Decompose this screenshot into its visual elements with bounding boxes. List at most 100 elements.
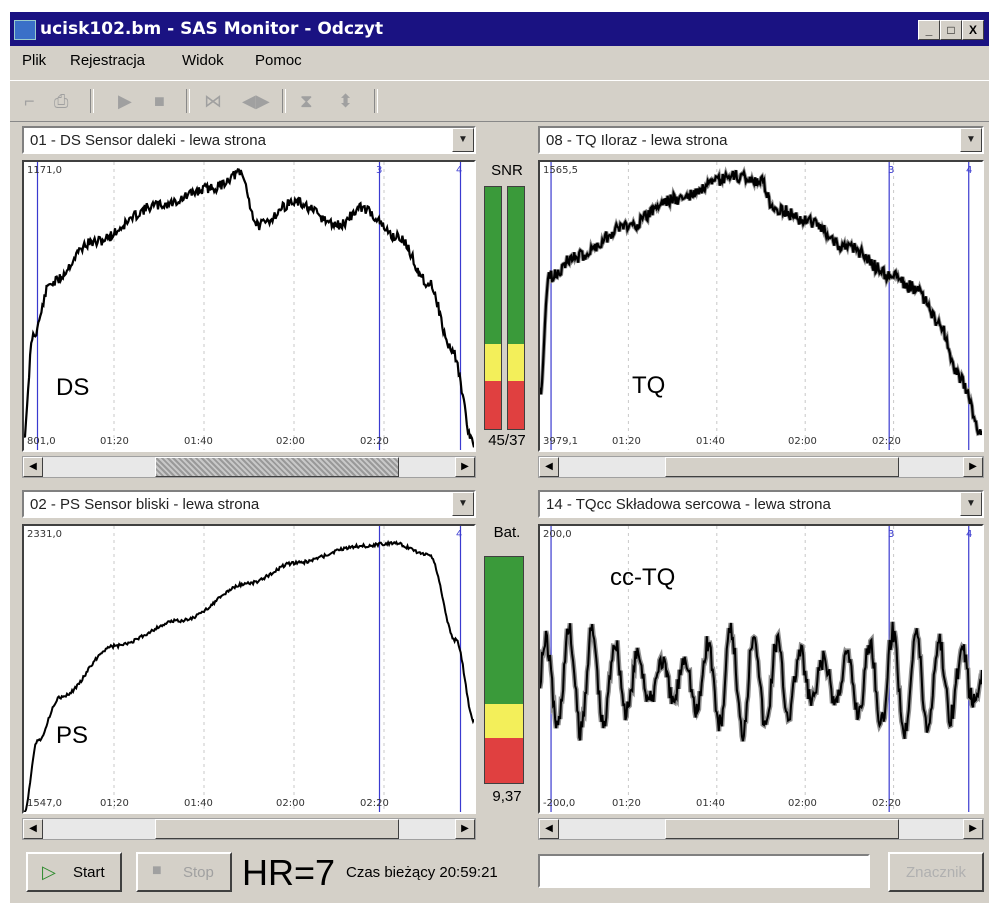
collapse-vertical-icon[interactable]: ⧗	[300, 91, 313, 111]
channel-ds-plot[interactable]: 1171,0 801,0 01:20 01:40 02:00 02:20 3 4…	[22, 160, 476, 452]
x-tick-label: 02:00	[276, 798, 305, 809]
toolbar: ⌐ ⎙ ▶ ■ ⋈ ◀▶ ⧗ ⬍	[10, 80, 989, 122]
menu-rejestracja[interactable]: Rejestracja	[70, 52, 146, 69]
marker-button[interactable]: Znacznik	[888, 852, 984, 892]
scroll-left-icon[interactable]: ◀	[539, 457, 559, 477]
meter-yellow-segment	[485, 344, 501, 381]
channel-ds-select[interactable]: 01 - DS Sensor daleki - lewa strona ▼	[22, 126, 476, 154]
chevron-down-icon[interactable]: ▼	[452, 128, 474, 152]
scroll-left-icon[interactable]: ◀	[23, 457, 43, 477]
channel-cc-select[interactable]: 14 - TQcc Składowa sercowa - lewa strona…	[538, 490, 984, 518]
expand-horizontal-icon[interactable]: ◀▶	[242, 91, 270, 111]
expand-vertical-icon[interactable]: ⬍	[338, 91, 354, 111]
x-tick-label: 02:00	[788, 436, 817, 447]
marker-label: 4	[966, 529, 973, 540]
channel-tq-select[interactable]: 08 - TQ Iloraz - lewa strona ▼	[538, 126, 984, 154]
channel-cc-plot[interactable]: 200,0 -200,0 01:20 01:40 02:00 02:20 3 4…	[538, 524, 984, 814]
channel-ds-overlay-label: DS	[56, 374, 90, 401]
x-tick-label: 01:40	[696, 798, 725, 809]
menu-widok[interactable]: Widok	[182, 52, 224, 69]
marker-label: 3	[376, 165, 383, 176]
stop-button-label: Stop	[183, 864, 214, 881]
y-max-label: 1171,0	[27, 165, 62, 176]
window-title: ucisk102.bm - SAS Monitor - Odczyt	[40, 19, 384, 39]
marker-label: 4	[456, 529, 463, 540]
scroll-thumb[interactable]	[155, 819, 399, 839]
channel-ps-overlay-label: PS	[56, 722, 89, 749]
signal-trace	[540, 168, 982, 436]
close-button[interactable]: X	[962, 20, 984, 40]
stop-button[interactable]: ■ Stop	[136, 852, 232, 892]
meter-red-segment	[508, 380, 524, 429]
toolbar-separator	[374, 89, 378, 113]
channel-tq-select-value: 08 - TQ Iloraz - lewa strona	[546, 132, 728, 149]
marker-label: 3	[888, 529, 895, 540]
scroll-right-icon[interactable]: ▶	[963, 819, 983, 839]
channel-tq-plot[interactable]: 1565,5 3979,1 01:20 01:40 02:00 02:20 3 …	[538, 160, 984, 452]
marker-label: 3	[888, 165, 895, 176]
snr-value: 45/37	[488, 432, 526, 449]
battery-value: 9,37	[492, 788, 522, 805]
x-tick-label: 01:40	[696, 436, 725, 447]
scroll-left-icon[interactable]: ◀	[23, 819, 43, 839]
x-tick-label: 01:20	[612, 436, 641, 447]
minimize-button[interactable]: _	[918, 20, 940, 40]
marker-label: 4	[456, 165, 463, 176]
scroll-thumb[interactable]	[665, 457, 899, 477]
battery-label: Bat.	[493, 524, 521, 541]
signal-envelope	[540, 165, 982, 437]
chevron-down-icon[interactable]: ▼	[960, 128, 982, 152]
current-time-display: Czas bieżący 20:59:21	[346, 864, 498, 881]
x-tick-label: 01:20	[100, 436, 129, 447]
marker-text-field[interactable]	[538, 854, 870, 888]
y-min-label: 801,0	[27, 436, 56, 447]
channel-tq-scrollbar[interactable]: ◀ ▶	[538, 456, 984, 478]
channel-ds-scrollbar[interactable]: ◀ ▶	[22, 456, 476, 478]
x-tick-label: 02:20	[872, 436, 901, 447]
battery-meter	[484, 556, 524, 784]
scroll-right-icon[interactable]: ▶	[455, 457, 475, 477]
print-icon[interactable]: ⎙	[54, 91, 69, 111]
x-tick-label: 01:20	[100, 798, 129, 809]
scroll-right-icon[interactable]: ▶	[455, 819, 475, 839]
channel-cc-select-value: 14 - TQcc Składowa sercowa - lewa strona	[546, 496, 831, 513]
snr-meter-right	[507, 186, 525, 430]
app-window: ucisk102.bm - SAS Monitor - Odczyt _ □ X…	[10, 12, 989, 903]
start-button[interactable]: ▷ Start	[26, 852, 122, 892]
toolbar-separator	[186, 89, 190, 113]
marker-button-label: Znacznik	[905, 864, 967, 881]
stop-icon[interactable]: ■	[154, 91, 165, 111]
x-tick-label: 01:20	[612, 798, 641, 809]
menu-plik[interactable]: Plik	[22, 52, 47, 69]
collapse-horizontal-icon[interactable]: ⋈	[204, 91, 222, 111]
play-icon: ▷	[42, 862, 56, 882]
toolbar-separator	[282, 89, 286, 113]
meter-red-segment	[485, 737, 523, 783]
y-max-label: 200,0	[543, 529, 572, 540]
chevron-down-icon[interactable]: ▼	[960, 492, 982, 516]
scroll-left-icon[interactable]: ◀	[539, 819, 559, 839]
snr-label: SNR	[491, 162, 523, 179]
y-max-label: 1565,5	[543, 165, 578, 176]
meter-yellow-segment	[485, 703, 523, 738]
open-icon[interactable]: ⌐	[24, 91, 35, 111]
chevron-down-icon[interactable]: ▼	[452, 492, 474, 516]
maximize-button[interactable]: □	[940, 20, 962, 40]
snr-meter-left	[484, 186, 502, 430]
x-tick-label: 02:20	[360, 798, 389, 809]
channel-ds-select-value: 01 - DS Sensor daleki - lewa strona	[30, 132, 266, 149]
play-icon[interactable]: ▶	[118, 91, 132, 111]
meter-green-segment	[485, 187, 501, 345]
scroll-thumb[interactable]	[155, 457, 399, 477]
channel-ps-plot[interactable]: 2331,0 1547,0 01:20 01:40 02:00 02:20 4 …	[22, 524, 476, 814]
scroll-thumb[interactable]	[665, 819, 899, 839]
channel-tq-overlay-label: TQ	[632, 372, 666, 399]
scroll-right-icon[interactable]: ▶	[963, 457, 983, 477]
channel-ps-scrollbar[interactable]: ◀ ▶	[22, 818, 476, 840]
menu-pomoc[interactable]: Pomoc	[255, 52, 302, 69]
channel-ps-select[interactable]: 02 - PS Sensor bliski - lewa strona ▼	[22, 490, 476, 518]
channel-cc-scrollbar[interactable]: ◀ ▶	[538, 818, 984, 840]
y-min-label: 3979,1	[543, 436, 578, 447]
channel-ps-select-value: 02 - PS Sensor bliski - lewa strona	[30, 496, 260, 513]
x-tick-label: 01:40	[184, 798, 213, 809]
